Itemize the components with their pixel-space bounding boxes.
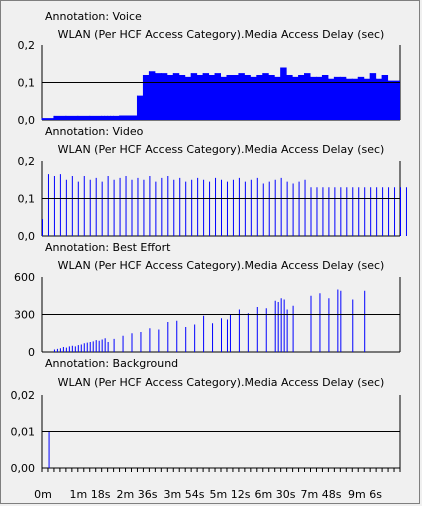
panel-title: WLAN (Per HCF Access Category).Media Acc… [58,376,385,389]
panel-annotation: Annotation: Best Effort [45,241,171,254]
panel-4 [41,395,401,469]
y-tick-label: 0,2 [18,39,36,52]
y-tick-label: 0,02 [11,389,36,402]
x-tick-label: 7m 48s [301,488,342,501]
y-tick-label: 600 [14,271,35,284]
panel-title: WLAN (Per HCF Access Category).Media Acc… [58,259,385,272]
y-tick-label: 300 [14,309,35,322]
y-tick-label: 0,01 [11,426,36,439]
panel-annotation: Annotation: Voice [45,10,142,23]
y-tick-label: 0,00 [11,462,36,475]
y-tick-label: 0,1 [18,77,36,90]
y-tick-label: 0,1 [18,193,36,206]
panel-title: WLAN (Per HCF Access Category).Media Acc… [58,28,385,41]
panel-annotation: Annotation: Background [45,357,178,370]
panel-title: WLAN (Per HCF Access Category).Media Acc… [58,143,385,156]
panel-3 [41,277,401,353]
x-tick-label: 6m 30s [255,488,296,501]
y-tick-label: 0 [28,346,35,359]
y-tick-label: 0,0 [18,114,36,127]
x-tick-label: 2m 36s [117,488,158,501]
x-tick-label: 9m 6s [348,488,382,501]
panel-2 [41,161,407,237]
x-tick-label: 3m 54s [164,488,205,501]
x-tick-label: 0m [34,488,52,501]
panel-annotation: Annotation: Video [45,125,144,138]
x-tick-label: 1m 18s [70,488,111,501]
y-tick-label: 0,2 [18,155,36,168]
panel-1 [41,45,401,121]
y-tick-label: 0,0 [18,230,36,243]
x-tick-label: 5m 12s [210,488,251,501]
